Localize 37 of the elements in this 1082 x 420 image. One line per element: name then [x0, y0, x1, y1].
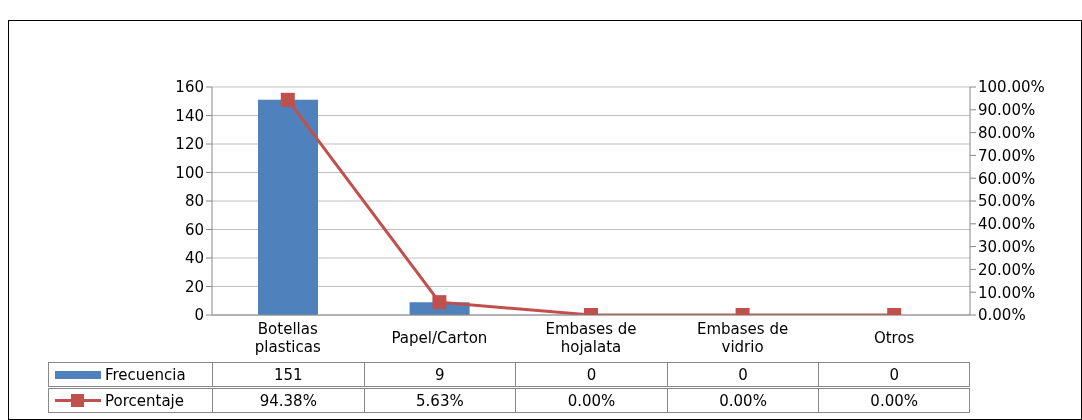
- x-tick-label: Otros: [873, 329, 915, 347]
- y-tick-label: 100: [175, 163, 204, 182]
- data-label: 5.63%: [363, 388, 516, 413]
- y-tick-label: 140: [175, 106, 204, 125]
- y2-tick-label: 80.00%: [978, 123, 1036, 142]
- data-label: 9: [363, 362, 516, 387]
- y-tick-label: 160: [175, 78, 204, 97]
- data-label: 0: [515, 362, 667, 387]
- y2-tick-label: 70.00%: [978, 146, 1036, 165]
- y2-tick-label: 90.00%: [978, 101, 1036, 120]
- y-tick-label: 20: [184, 277, 204, 296]
- y2-tick-label: 60.00%: [978, 169, 1036, 188]
- y2-tick-label: 100.00%: [978, 78, 1045, 97]
- y2-tick-label: 30.00%: [978, 237, 1036, 256]
- legend-label: Porcentaje: [105, 391, 184, 410]
- data-label: 0: [818, 362, 970, 387]
- data-label: 0.00%: [666, 388, 819, 413]
- y-tick-label: 120: [175, 135, 204, 154]
- x-tick-label: Papel/Carton: [391, 329, 488, 347]
- y-tick-label: 40: [184, 249, 204, 268]
- data-label: 0.00%: [515, 388, 667, 413]
- y-tick-label: 80: [184, 192, 204, 211]
- legend-label: Frecuencia: [105, 365, 186, 384]
- y2-tick-label: 10.00%: [978, 283, 1036, 302]
- y2-tick-label: 20.00%: [978, 260, 1036, 279]
- x-tick-label: Embases de hojalata: [545, 320, 637, 356]
- x-tick-label: Embases de vidrio: [697, 320, 789, 356]
- data-label: 151: [212, 362, 364, 387]
- y2-tick-label: 0.00%: [978, 306, 1026, 325]
- y2-tick-label: 50.00%: [978, 192, 1036, 211]
- y-tick-label: 60: [184, 220, 204, 239]
- y2-tick-label: 40.00%: [978, 215, 1036, 234]
- data-label: 0.00%: [818, 388, 970, 413]
- data-label: 0: [666, 362, 819, 387]
- y-tick-label: 0: [194, 306, 204, 325]
- data-label: 94.38%: [212, 388, 364, 413]
- x-tick-label: Botellas plasticas: [254, 320, 321, 356]
